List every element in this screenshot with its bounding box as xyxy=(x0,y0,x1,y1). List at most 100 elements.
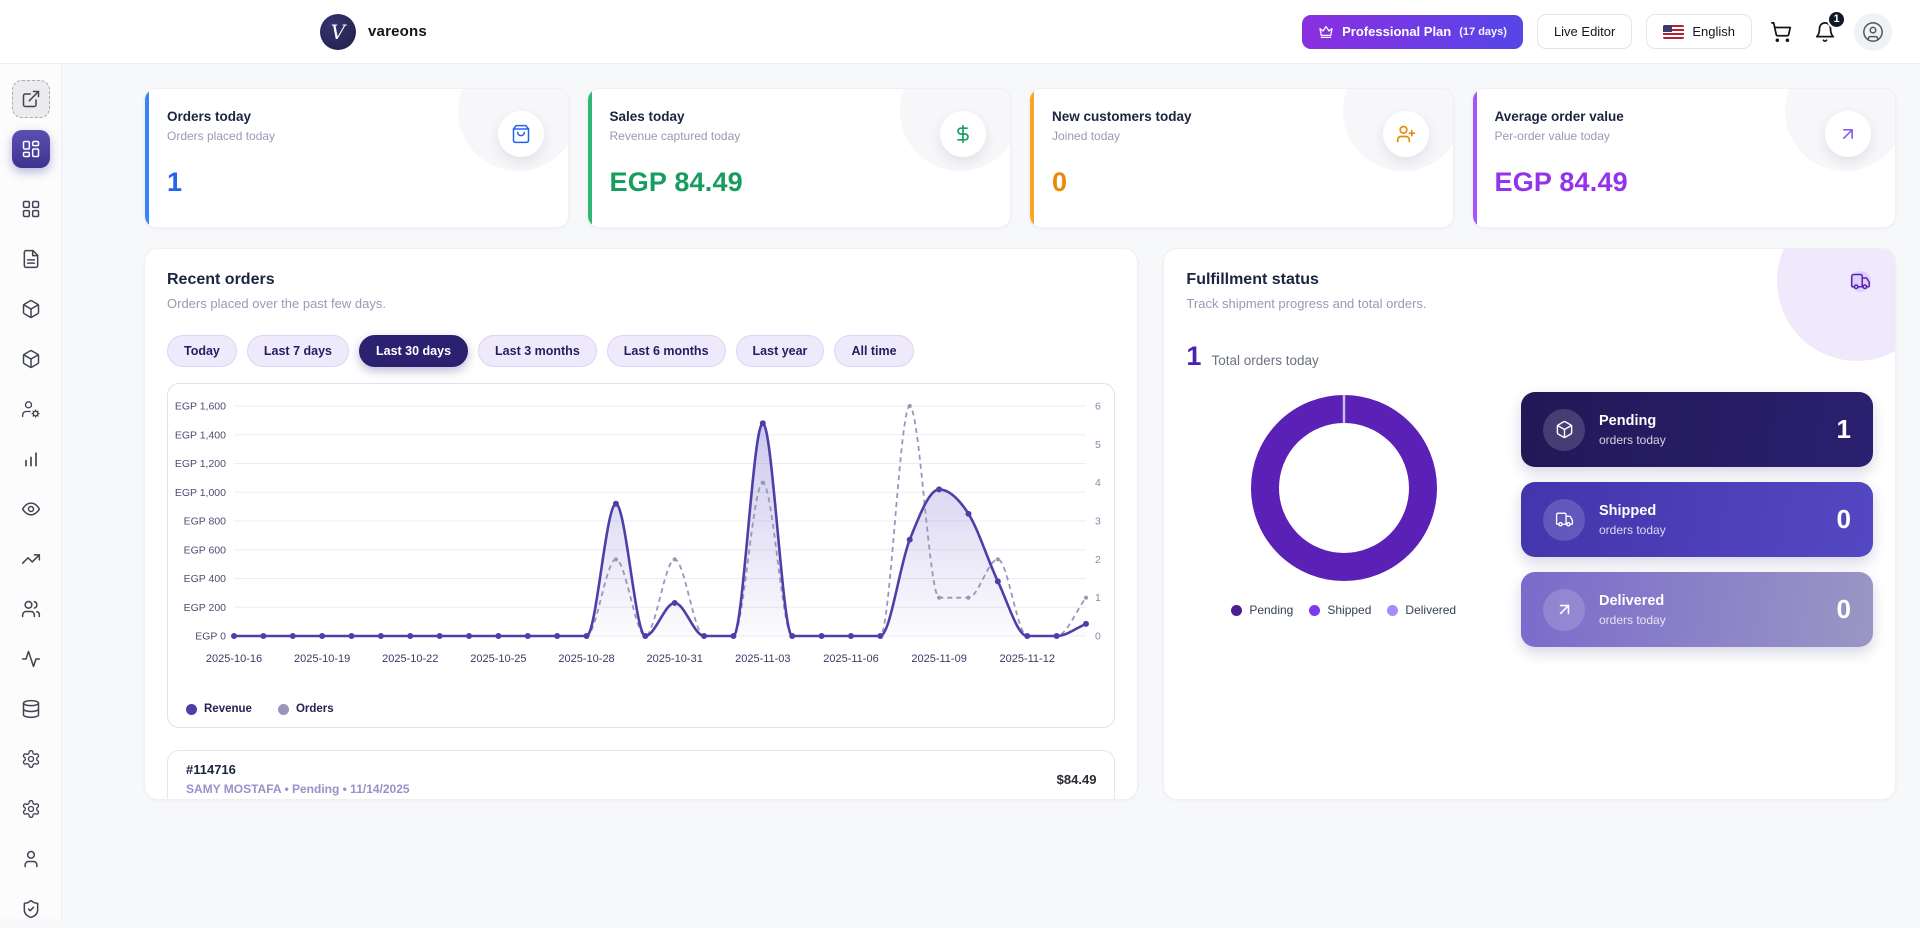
stat-title: Average order value xyxy=(1494,109,1624,124)
svg-text:EGP 800: EGP 800 xyxy=(184,516,227,528)
donut-legend: Pending Shipped Delivered xyxy=(1231,603,1456,617)
stat-card-sales-today: Sales today Revenue captured today EGP 84.… xyxy=(586,88,1011,228)
svg-text:2025-10-16: 2025-10-16 xyxy=(206,653,262,665)
sidebar-item-layout-dashboard-1[interactable] xyxy=(11,130,50,168)
svg-text:4: 4 xyxy=(1095,477,1101,489)
top-header: V vareons Professional Plan (17 days) Li… xyxy=(0,0,1920,64)
stat-title: Orders today xyxy=(167,109,252,124)
sidebar-item-eye-8[interactable] xyxy=(12,490,50,528)
sidebar-item-database-12[interactable] xyxy=(12,690,50,728)
brand[interactable]: V vareons xyxy=(320,13,427,50)
header-actions: Professional Plan (17 days) Live Editor … xyxy=(1302,9,1892,51)
chart-legend: Revenue Orders xyxy=(170,695,1112,727)
svg-text:EGP 0: EGP 0 xyxy=(195,631,226,643)
stat-title: New customers today xyxy=(1052,109,1192,124)
status-cards: Pending orders today 1 Shipped orders today 0… xyxy=(1521,390,1873,647)
stat-cards: Orders today Orders placed today 1 Sales to… xyxy=(144,88,1896,228)
sidebar-item-user-15[interactable] xyxy=(12,840,50,878)
user-icon xyxy=(21,849,41,869)
package-icon xyxy=(21,349,41,369)
filter-all-time[interactable]: All time xyxy=(834,335,914,367)
shopping-bag-icon xyxy=(497,111,544,157)
status-card-shipped: Shipped orders today 0 xyxy=(1521,482,1873,557)
bell-icon xyxy=(1814,21,1836,43)
arrow-up-right-icon xyxy=(1543,588,1585,631)
sidebar-item-shield-check-16[interactable] xyxy=(12,890,50,928)
fulfillment-panel: Fulfillment status Track shipment progre… xyxy=(1163,248,1896,800)
status-sublabel: orders today xyxy=(1599,612,1666,627)
svg-text:EGP 1,400: EGP 1,400 xyxy=(175,429,226,441)
svg-text:6: 6 xyxy=(1095,401,1101,413)
truck-icon xyxy=(1543,498,1585,541)
status-label: Delivered xyxy=(1599,592,1665,609)
database-icon xyxy=(21,699,41,719)
stat-value: EGP 84.49 xyxy=(1494,167,1628,197)
donut-column: Pending Shipped Delivered xyxy=(1186,390,1501,647)
filter-last-30-days[interactable]: Last 30 days xyxy=(358,335,469,367)
sidebar-item-bar-chart-7[interactable] xyxy=(12,440,50,478)
total-orders-row: 1 Total orders today xyxy=(1186,341,1873,372)
status-sublabel: orders today xyxy=(1599,522,1666,537)
settings-icon xyxy=(21,799,41,819)
filter-last-year[interactable]: Last year xyxy=(735,335,825,367)
sidebar-item-settings-14[interactable] xyxy=(12,790,50,828)
filter-last-7-days[interactable]: Last 7 days xyxy=(246,335,349,367)
sidebar-item-file-text-3[interactable] xyxy=(12,240,50,278)
filter-last-6-months[interactable]: Last 6 months xyxy=(606,335,726,367)
order-row[interactable]: #114716 SAMY MOSTAFA • Pending • 11/14/2… xyxy=(167,750,1116,799)
status-label: Pending xyxy=(1599,412,1657,429)
plan-label: Professional Plan xyxy=(1342,24,1452,39)
trending-up-icon xyxy=(21,549,41,569)
file-text-icon xyxy=(21,249,41,269)
bar-chart-icon xyxy=(21,449,41,469)
panels: Recent orders Orders placed over the pas… xyxy=(144,248,1896,800)
sidebar-item-activity-11[interactable] xyxy=(12,640,50,678)
total-orders-label: Total orders today xyxy=(1211,353,1319,368)
status-value: 1 xyxy=(1836,414,1851,444)
legend-dot xyxy=(1309,604,1321,616)
cart-button[interactable] xyxy=(1766,17,1796,47)
svg-text:2: 2 xyxy=(1095,554,1101,566)
sidebar-item-external-link-0[interactable] xyxy=(11,80,50,118)
sidebar-item-settings-13[interactable] xyxy=(12,740,50,778)
shield-check-icon xyxy=(21,899,41,919)
legend-dot xyxy=(186,703,197,715)
stat-subtitle: Joined today xyxy=(1052,129,1121,143)
accent-bar xyxy=(145,89,149,227)
live-editor-label: Live Editor xyxy=(1553,24,1616,39)
sidebar-item-package-5[interactable] xyxy=(12,340,50,378)
dollar-sign-icon xyxy=(940,111,986,157)
svg-text:EGP 1,200: EGP 1,200 xyxy=(175,458,226,470)
status-card-pending: Pending orders today 1 xyxy=(1521,392,1873,467)
us-flag-icon xyxy=(1663,24,1685,39)
time-filter-chips: Today Last 7 days Last 30 days Last 3 month… xyxy=(167,335,1115,367)
svg-text:2025-11-06: 2025-11-06 xyxy=(823,653,878,665)
live-editor-button[interactable]: Live Editor xyxy=(1536,14,1633,49)
language-label: English xyxy=(1692,24,1735,39)
svg-text:EGP 1,600: EGP 1,600 xyxy=(175,401,226,413)
settings-icon xyxy=(21,749,41,769)
sidebar-item-layout-grid-2[interactable] xyxy=(12,190,50,228)
filter-last-3-months[interactable]: Last 3 months xyxy=(478,335,597,367)
legend-dot xyxy=(277,703,289,715)
eye-icon xyxy=(21,499,41,519)
notifications-button[interactable]: 1 xyxy=(1810,9,1846,47)
sidebar-item-package-4[interactable] xyxy=(12,290,50,328)
filter-today[interactable]: Today xyxy=(167,335,237,367)
stat-value: 1 xyxy=(167,167,183,197)
users-icon xyxy=(21,599,41,619)
legend-dot xyxy=(1231,604,1243,616)
stat-card-average-order-value: Average order value Per-order value today… xyxy=(1471,88,1896,228)
language-selector[interactable]: English xyxy=(1646,14,1752,49)
package-icon xyxy=(21,299,41,319)
svg-text:2025-10-25: 2025-10-25 xyxy=(470,653,526,665)
profile-button[interactable] xyxy=(1854,12,1892,51)
accent-bar xyxy=(1030,89,1034,227)
sidebar-item-trending-up-9[interactable] xyxy=(12,540,50,578)
sidebar-item-users-10[interactable] xyxy=(12,590,50,628)
shopping-cart-icon xyxy=(1770,21,1792,43)
svg-text:EGP 600: EGP 600 xyxy=(184,544,227,556)
professional-plan-button[interactable]: Professional Plan (17 days) xyxy=(1302,14,1523,49)
sidebar-item-user-cog-6[interactable] xyxy=(12,390,50,428)
donut-legend-shipped: Shipped xyxy=(1309,603,1371,617)
